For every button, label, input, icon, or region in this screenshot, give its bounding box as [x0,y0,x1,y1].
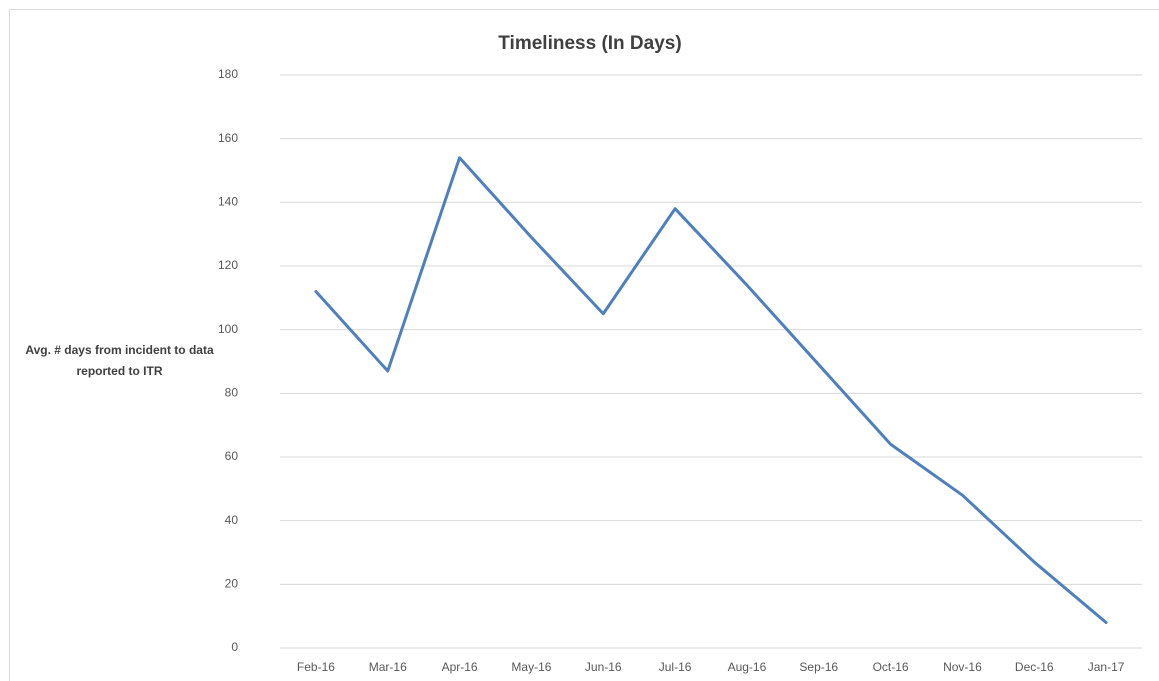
y-tick-label: 120 [218,258,238,272]
x-tick-label: Apr-16 [442,660,478,674]
x-tick-label: Feb-16 [297,660,335,674]
x-tick-label: Oct-16 [873,660,909,674]
y-tick-label: 180 [218,67,238,81]
y-tick-label: 100 [218,322,238,336]
y-tick-label: 60 [225,449,239,463]
chart-frame [9,9,1159,681]
y-tick-label: 140 [218,195,238,209]
y-tick-label: 160 [218,131,238,145]
data-line [314,156,1108,625]
y-tick-label: 40 [225,513,239,527]
x-tick-label: May-16 [511,660,551,674]
x-tick-label: Jan-17 [1088,660,1125,674]
y-tick-label: 80 [225,386,239,400]
y-axis-label: Avg. # days from incident to data report… [25,343,214,378]
y-tick-label: 20 [225,577,239,591]
x-tick-label: Jul-16 [659,660,692,674]
x-tick-label: Mar-16 [369,660,407,674]
x-tick-label: Sep-16 [799,660,838,674]
y-tick-label: 0 [231,640,238,654]
chart-title: Timeliness (In Days) [498,33,681,54]
x-tick-label: Aug-16 [728,660,767,674]
x-tick-label: Jun-16 [585,660,622,674]
x-tick-label: Nov-16 [943,660,982,674]
x-tick-label: Dec-16 [1015,660,1054,674]
